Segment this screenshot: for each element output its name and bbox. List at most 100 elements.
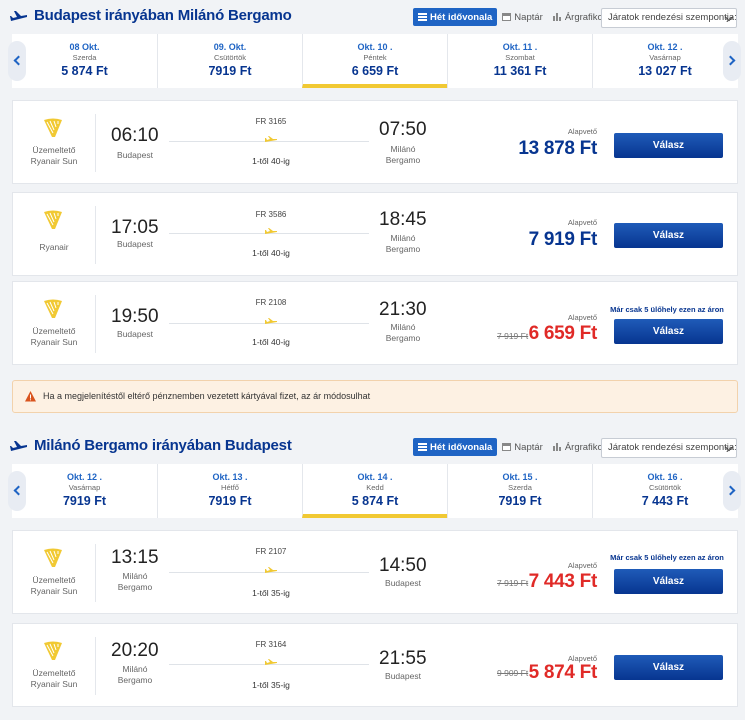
departure-place: Budapest (117, 150, 153, 160)
route-title: Budapest irányában Milánó Bergamo (34, 7, 292, 24)
divider (95, 637, 96, 695)
chevron-right-icon (725, 55, 736, 66)
calendar-button[interactable]: Naptár (497, 438, 548, 456)
date-cell-selected[interactable]: Okt. 10 . Péntek 6 659 Ft (302, 34, 447, 88)
date-cell[interactable]: Okt. 16 . Csütörtök 7 443 Ft (592, 464, 737, 518)
route-line (169, 141, 369, 142)
price-chart-button[interactable]: Árgrafikon (548, 438, 613, 456)
date-strip: Okt. 12 . Vasárnap 7919 Ft Okt. 13 . Hét… (8, 464, 741, 518)
flight-number: FR 2107 (255, 547, 287, 556)
calendar-button[interactable]: Naptár (497, 8, 548, 26)
list-icon (418, 13, 427, 21)
arrival-place: Budapest (385, 671, 421, 681)
week-timeline-button[interactable]: Hét idővonala (413, 8, 498, 26)
sort-select[interactable]: Járatok rendezési szempontja: (601, 8, 737, 28)
departure-time: 13:15 (111, 547, 159, 568)
divider (95, 114, 96, 172)
plane-icon (265, 659, 277, 665)
arrival-place: Budapest (385, 578, 421, 588)
week-timeline-button[interactable]: Hét idővonala (413, 438, 498, 456)
currency-warning: Ha a megjelenítéstől eltérő pénznemben v… (12, 380, 738, 413)
plane-icon (265, 228, 277, 234)
select-flight-button[interactable]: Válasz (614, 569, 723, 594)
date-strip: 08 Okt. Szerda 5 874 Ft 09. Okt. Csütört… (8, 34, 741, 88)
fare-label: Alapvető (567, 654, 597, 663)
seat-notice: Már csak 5 ülőhely ezen az áron (610, 553, 724, 562)
route-title: Milánó Bergamo irányában Budapest (34, 437, 292, 454)
date-cell[interactable]: Okt. 12 . Vasárnap 7919 Ft (62, 472, 107, 508)
price-chart-button[interactable]: Árgrafikon (548, 8, 613, 26)
plane-icon (265, 136, 277, 142)
calendar-icon (502, 13, 512, 21)
flight-number: FR 3586 (255, 210, 287, 219)
date-cell-selected[interactable]: Okt. 14 . Kedd 5 874 Ft (302, 464, 447, 518)
route-line (169, 572, 369, 573)
date-cell[interactable]: Okt. 15 . Szerda 7919 Ft (447, 464, 592, 518)
chevron-left-icon (13, 55, 24, 66)
departure-place: Budapest (117, 239, 153, 249)
ryanair-harp-logo (44, 210, 62, 229)
route-line (169, 664, 369, 665)
arrival-time: 18:45 (379, 209, 427, 230)
view-toggle: Hét idővonala Naptár Árgrafikon (413, 8, 613, 26)
next-dates-button[interactable] (723, 471, 741, 511)
arrival-time: 14:50 (379, 555, 427, 576)
seat-range: 1-től 35-ig (252, 588, 290, 598)
chevron-left-icon (13, 485, 24, 496)
plane-icon (265, 567, 277, 573)
price: 7 919 Ft (528, 229, 598, 250)
airline-name: Üzemeltető Ryanair Sun (30, 668, 78, 689)
arrival-time: 21:55 (379, 648, 427, 669)
next-dates-button[interactable] (723, 41, 741, 81)
calendar-icon (502, 443, 512, 451)
departure-place: Budapest (117, 329, 153, 339)
date-cell[interactable]: 09. Okt. Csütörtök 7919 Ft (157, 34, 302, 88)
arrival-time: 21:30 (379, 299, 427, 320)
flight-card: Üzemeltető Ryanair Sun 13:15 Milánó Berg… (12, 530, 738, 614)
flight-card: Üzemeltető Ryanair Sun 20:20 Milánó Berg… (12, 623, 738, 707)
price: 13 878 Ft (518, 138, 597, 159)
ryanair-harp-logo (44, 641, 62, 660)
arrival-time: 07:50 (379, 119, 427, 140)
seat-range: 1-től 35-ig (252, 680, 290, 690)
divider (95, 544, 96, 602)
list-icon (418, 443, 427, 451)
date-cell[interactable]: Okt. 11 . Szombat 11 361 Ft (447, 34, 592, 88)
select-flight-button[interactable]: Válasz (614, 319, 723, 344)
flight-number: FR 2108 (255, 298, 287, 307)
old-price: 7 919 Ft (497, 331, 529, 341)
plane-icon (10, 11, 27, 21)
route-line (169, 323, 369, 324)
airline-name: Üzemeltető Ryanair Sun (30, 145, 78, 166)
flight-card: Ryanair 17:05 Budapest FR 3586 1-től 40-… (12, 192, 738, 276)
date-cell[interactable]: Okt. 13 . Hétfő 7919 Ft (157, 464, 302, 518)
view-toggle: Hét idővonala Naptár Árgrafikon (413, 438, 613, 456)
flight-number: FR 3164 (255, 640, 287, 649)
flight-card: Üzemeltető Ryanair Sun 19:50 Budapest FR… (12, 281, 738, 365)
departure-time: 17:05 (111, 217, 159, 238)
seat-range: 1-től 40-ig (252, 337, 290, 347)
date-cell[interactable]: 08 Okt. Szerda 5 874 Ft (61, 42, 108, 78)
sale-price: 6 659 Ft (528, 323, 598, 344)
select-flight-button[interactable]: Válasz (614, 133, 723, 158)
seat-range: 1-től 40-ig (252, 156, 290, 166)
select-flight-button[interactable]: Válasz (614, 223, 723, 248)
sale-price: 5 874 Ft (528, 662, 598, 683)
inbound-header: Milánó Bergamo irányában Budapest Hét id… (0, 434, 745, 464)
divider (95, 206, 96, 264)
fare-label: Alapvető (567, 127, 597, 136)
fare-label: Alapvető (567, 218, 597, 227)
airline-name: Üzemeltető Ryanair Sun (30, 326, 78, 347)
chevron-right-icon (725, 485, 736, 496)
arrival-place: Milánó Bergamo (385, 144, 421, 165)
departure-place: Milánó Bergamo (117, 571, 153, 592)
departure-place: Milánó Bergamo (117, 664, 153, 685)
prev-dates-button[interactable] (8, 471, 26, 511)
date-cell[interactable]: Okt. 12 . Vasárnap 13 027 Ft (592, 34, 737, 88)
prev-dates-button[interactable] (8, 41, 26, 81)
fare-label: Alapvető (567, 561, 597, 570)
ryanair-harp-logo (44, 118, 62, 137)
plane-icon (10, 441, 27, 451)
sort-select[interactable]: Járatok rendezési szempontja: (601, 438, 737, 458)
select-flight-button[interactable]: Válasz (614, 655, 723, 680)
